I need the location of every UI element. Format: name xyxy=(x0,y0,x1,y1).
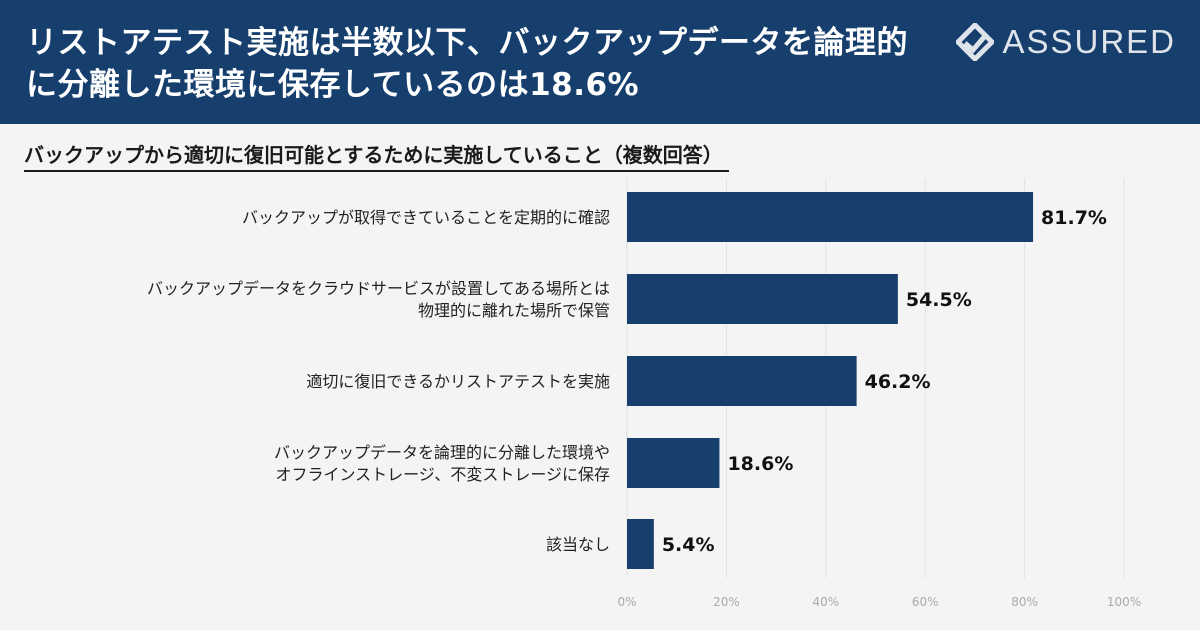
value-label: 18.6% xyxy=(727,453,793,475)
brand-logo: ASSURED xyxy=(956,22,1176,62)
value-label: 54.5% xyxy=(906,289,972,311)
x-tick-label: 60% xyxy=(912,595,939,609)
category-label: 物理的に離れた場所で保管 xyxy=(418,301,610,320)
category-label: 適切に復旧できるかリストアテストを実施 xyxy=(306,372,610,391)
bar xyxy=(627,438,720,488)
x-tick-label: 20% xyxy=(713,595,740,609)
value-label: 46.2% xyxy=(865,371,931,393)
page-title: リストアテスト実施は半数以下、バックアップデータを論理的に分離した環境に保存して… xyxy=(26,25,908,103)
x-tick-label: 0% xyxy=(617,595,636,609)
category-label: バックアップが取得できていることを定期的に確認 xyxy=(242,208,610,227)
value-label: 81.7% xyxy=(1041,207,1107,229)
brand-name: ASSURED xyxy=(1002,23,1176,60)
chart-subtitle: バックアップから適切に復旧可能とするために実施していること（複数回答） xyxy=(24,139,729,172)
category-label: バックアップデータを論理的に分離した環境や xyxy=(274,443,610,462)
category-label: バックアップデータをクラウドサービスが設置してある場所とは xyxy=(147,279,610,298)
category-label: 該当なし xyxy=(546,535,610,554)
bar xyxy=(627,519,654,569)
x-tick-label: 40% xyxy=(812,595,839,609)
bar xyxy=(627,356,857,406)
x-tick-label: 80% xyxy=(1011,595,1038,609)
value-label: 5.4% xyxy=(662,534,715,556)
header-banner: リストアテスト実施は半数以下、バックアップデータを論理的に分離した環境に保存して… xyxy=(0,0,1200,124)
category-label: オフラインストレージ、不変ストレージに保存 xyxy=(275,465,610,484)
bar xyxy=(627,192,1034,242)
bar xyxy=(627,274,898,324)
x-tick-label: 100% xyxy=(1107,595,1141,609)
diamond-check-icon xyxy=(956,23,995,61)
